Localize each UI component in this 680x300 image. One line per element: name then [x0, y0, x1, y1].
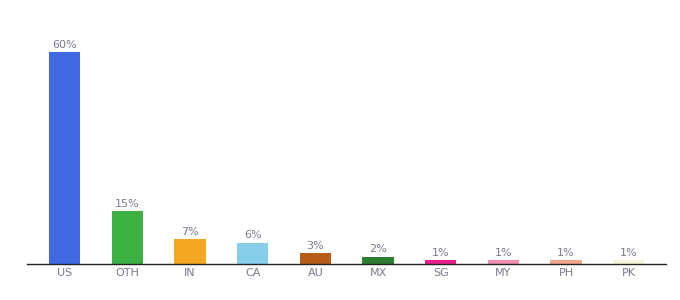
Bar — [551, 260, 582, 264]
Bar — [175, 239, 206, 264]
Bar — [300, 254, 331, 264]
Bar — [425, 260, 456, 264]
Text: 60%: 60% — [52, 40, 77, 50]
Bar — [362, 257, 394, 264]
Bar — [112, 211, 143, 264]
Text: 1%: 1% — [620, 248, 638, 258]
Text: 1%: 1% — [432, 248, 449, 258]
Text: 6%: 6% — [244, 230, 262, 240]
Bar — [488, 260, 519, 264]
Text: 2%: 2% — [369, 244, 387, 254]
Bar — [613, 260, 645, 264]
Bar — [49, 52, 80, 264]
Bar — [237, 243, 269, 264]
Text: 1%: 1% — [494, 248, 512, 258]
Text: 15%: 15% — [115, 199, 140, 208]
Text: 7%: 7% — [182, 227, 199, 237]
Text: 1%: 1% — [558, 248, 575, 258]
Text: 3%: 3% — [307, 241, 324, 251]
